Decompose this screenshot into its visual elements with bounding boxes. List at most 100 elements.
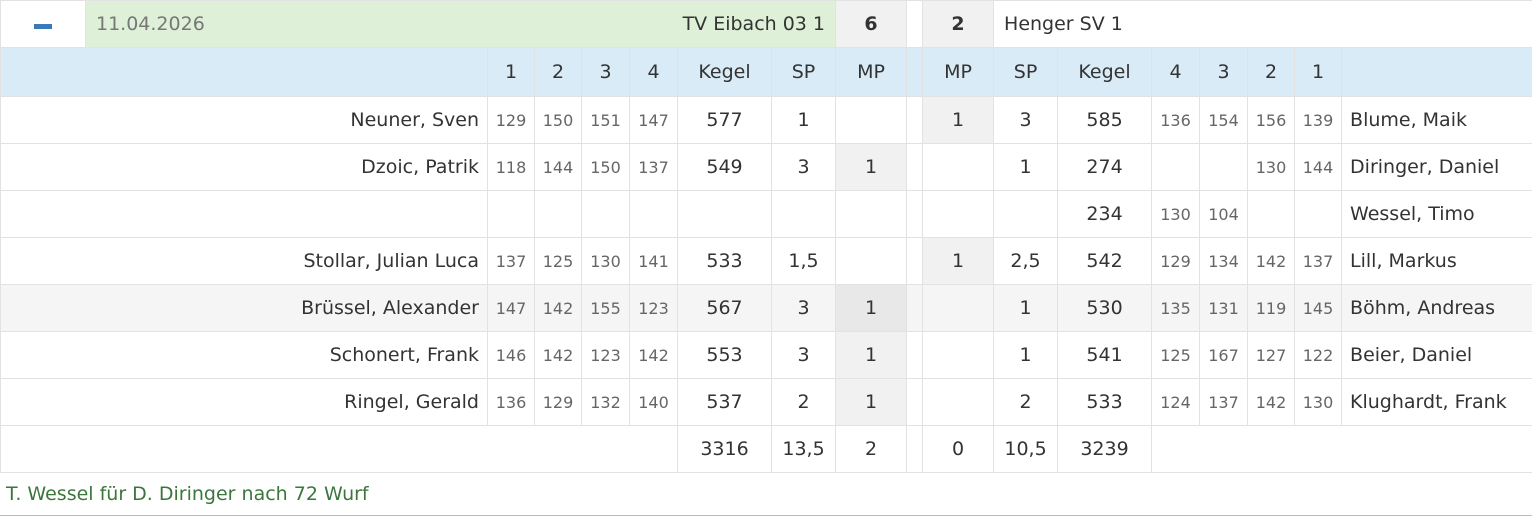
column-header: Kegel [1057,47,1153,97]
away-kegel: 533 [1057,378,1153,426]
home-mp: 1 [835,378,908,426]
home-set: 137 [629,143,678,191]
home-set: 144 [534,143,582,191]
player-row: Ringel, Gerald 136 129 132 140 537 2 1 2 533 124 13… [0,378,1532,426]
away-set: 144 [1294,143,1343,191]
away-player: Beier, Daniel [1341,331,1532,379]
home-sp: 3 [770,331,837,379]
away-set: 124 [1151,378,1201,426]
away-kegel: 541 [1057,331,1153,379]
home-set: 129 [534,378,582,426]
away-set: 119 [1247,284,1296,332]
away-set: 139 [1294,96,1343,144]
away-set [1294,190,1343,238]
away-set: 104 [1199,190,1249,238]
totals-row: 3316 13,5 2 0 10,5 3239 [0,425,1532,473]
home-set: 142 [629,331,678,379]
home-player [0,190,488,238]
away-set: 122 [1294,331,1343,379]
home-set: 132 [581,378,630,426]
gap [906,0,924,48]
home-set: 125 [534,237,582,285]
away-player: Diringer, Daniel [1341,143,1532,191]
home-player: Ringel, Gerald [0,378,488,426]
home-set: 147 [487,284,535,332]
away-set [1199,143,1249,191]
away-kegel: 585 [1057,96,1153,144]
home-set [534,190,582,238]
home-sp: 1,5 [770,237,837,285]
match-table: 11.04.2026 TV Eibach 03 1 6 2 Henger SV 1… [0,0,1532,473]
away-sp: 2 [993,378,1059,426]
away-set: 136 [1151,96,1201,144]
gap [906,331,924,379]
header-row: 11.04.2026 TV Eibach 03 1 6 2 Henger SV 1 [0,0,1532,48]
gap [906,378,924,426]
away-kegel: 234 [1057,190,1153,238]
away-sp: 1 [993,331,1059,379]
home-set: 140 [629,378,678,426]
away-set [1151,143,1201,191]
home-points: 6 [835,0,908,48]
away-set: 154 [1199,96,1249,144]
away-player: Klughardt, Frank [1341,378,1532,426]
home-set: 155 [581,284,630,332]
away-set: 130 [1247,143,1296,191]
minus-icon [34,24,52,29]
away-sp: 3 [993,96,1059,144]
collapse-button[interactable] [0,0,86,48]
away-set: 145 [1294,284,1343,332]
away-sp: 1 [993,143,1059,191]
away-set: 125 [1151,331,1201,379]
home-set: 151 [581,96,630,144]
away-set: 142 [1247,378,1296,426]
away-set: 137 [1294,237,1343,285]
column-header: 2 [534,47,582,97]
home-set: 137 [487,237,535,285]
home-set: 118 [487,143,535,191]
blank [1341,47,1532,97]
home-player: Neuner, Sven [0,96,488,144]
away-sp [993,190,1059,238]
date: 11.04.2026 [96,13,205,35]
blank [0,47,488,97]
home-mp [835,237,908,285]
column-header: Kegel [677,47,772,97]
total-home-kegel: 3316 [677,425,772,473]
away-player: Lill, Markus [1341,237,1532,285]
column-header-row: 1 2 3 4 Kegel SP MP MP SP Kegel 4 3 2 1 [0,47,1532,97]
home-player: Dzoic, Patrik [0,143,488,191]
home-header: 11.04.2026 TV Eibach 03 1 [84,0,837,48]
home-set: 123 [629,284,678,332]
column-header: SP [770,47,837,97]
home-kegel: 553 [677,331,772,379]
home-sp: 2 [770,378,837,426]
home-set: 150 [581,143,630,191]
away-set: 131 [1199,284,1249,332]
column-header: 3 [581,47,630,97]
away-mp [922,190,995,238]
table-body: 11.04.2026 TV Eibach 03 1 6 2 Henger SV 1… [0,0,1532,473]
home-sp [770,190,837,238]
player-row: Stollar, Julian Luca 137 125 130 141 533 1,5 1 2… [0,237,1532,285]
home-set: 142 [534,284,582,332]
column-header: SP [993,47,1059,97]
home-set: 141 [629,237,678,285]
home-kegel [677,190,772,238]
player-row: Brüssel, Alexander 147 142 155 123 567 3 1 1 530 1… [0,284,1532,332]
home-kegel: 549 [677,143,772,191]
home-set: 130 [581,237,630,285]
gap [906,237,924,285]
away-kegel: 274 [1057,143,1153,191]
home-player: Schonert, Frank [0,331,488,379]
away-set: 134 [1199,237,1249,285]
home-mp [835,96,908,144]
away-sp: 2,5 [993,237,1059,285]
home-player: Brüssel, Alexander [0,284,488,332]
home-sp: 3 [770,284,837,332]
gap [906,190,924,238]
home-mp: 1 [835,331,908,379]
away-mp: 1 [922,96,995,144]
home-kegel: 537 [677,378,772,426]
